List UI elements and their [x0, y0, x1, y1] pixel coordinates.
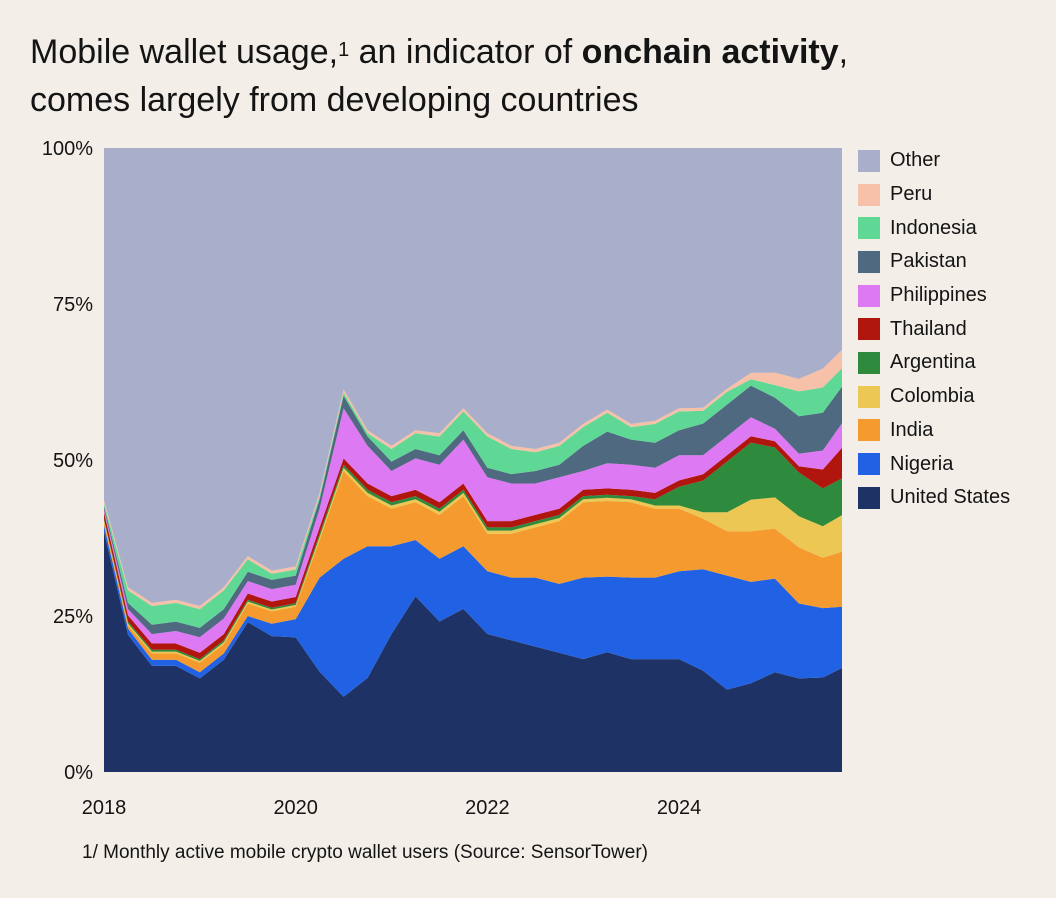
legend-label: Peru — [890, 183, 933, 206]
legend-label: Argentina — [890, 351, 976, 374]
legend-swatch — [858, 351, 880, 374]
area-other — [104, 148, 842, 606]
area-thailand — [104, 436, 842, 660]
legend-label: Indonesia — [890, 216, 977, 239]
legend-label: United States — [890, 486, 1011, 509]
legend-item-thailand: Thailand — [858, 312, 1010, 346]
legend-swatch — [858, 183, 880, 206]
title-bold: onchain activity — [581, 33, 839, 71]
x-axis: 2018 2020 2022 2024 — [82, 797, 702, 819]
legend-item-argentina: Argentina — [858, 346, 1010, 380]
legend-item-nigeria: Nigeria — [858, 447, 1010, 481]
area-pakistan — [104, 385, 842, 638]
x-tick-label: 2020 — [273, 797, 318, 819]
legend-item-united-states: United States — [858, 481, 1010, 515]
chart-title: Mobile wallet usage,1 an indicator of on… — [30, 28, 1030, 124]
area-peru — [104, 349, 842, 610]
title-part2: an indicator of — [349, 33, 582, 71]
y-tick-label: 0% — [64, 762, 93, 784]
legend-swatch — [858, 419, 880, 442]
footnote: 1/ Monthly active mobile crypto wallet u… — [82, 842, 649, 863]
title-part1: Mobile wallet usage, — [30, 33, 339, 71]
x-tick-label: 2024 — [657, 797, 702, 819]
legend-label: Thailand — [890, 317, 967, 340]
legend-item-colombia: Colombia — [858, 380, 1010, 414]
legend-label: Colombia — [890, 385, 975, 408]
area-argentina — [104, 442, 842, 661]
legend-swatch — [858, 486, 880, 509]
legend-item-peru: Peru — [858, 178, 1010, 212]
legend-label: Nigeria — [890, 452, 954, 475]
title-line2: comes largely from developing countries — [30, 81, 639, 119]
y-axis: 0% 25% 50% 75% 100% — [42, 138, 93, 784]
y-tick-label: 50% — [53, 450, 93, 472]
legend-label: Pakistan — [890, 250, 967, 273]
legend-item-other: Other — [858, 144, 1010, 178]
legend-item-pakistan: Pakistan — [858, 245, 1010, 279]
title-footnote-mark: 1 — [338, 39, 350, 61]
legend-swatch — [858, 250, 880, 273]
x-tick-label: 2022 — [465, 797, 510, 819]
legend-item-philippines: Philippines — [858, 279, 1010, 313]
area-india — [104, 471, 842, 673]
legend-label: India — [890, 418, 934, 441]
x-tick-label: 2018 — [82, 797, 127, 819]
legend-swatch — [858, 318, 880, 341]
title-part3: , — [838, 33, 849, 71]
area-united-states — [104, 531, 842, 772]
legend-swatch — [858, 453, 880, 476]
y-tick-label: 75% — [53, 294, 93, 316]
y-tick-label: 100% — [42, 138, 93, 160]
legend-label: Other — [890, 149, 941, 172]
legend-item-india: India — [858, 414, 1010, 448]
legend-swatch — [858, 385, 880, 408]
legend-item-indonesia: Indonesia — [858, 211, 1010, 245]
legend-swatch — [858, 149, 880, 172]
area-indonesia — [104, 368, 842, 628]
area-layers — [104, 148, 842, 772]
area-philippines — [104, 408, 842, 653]
area-nigeria — [104, 525, 842, 697]
legend-swatch — [858, 284, 880, 307]
legend-label: Philippines — [890, 284, 987, 307]
y-tick-label: 25% — [53, 606, 93, 628]
legend: Other Peru Indonesia Pakistan Philippines Tha… — [858, 144, 1010, 515]
legend-swatch — [858, 217, 880, 240]
